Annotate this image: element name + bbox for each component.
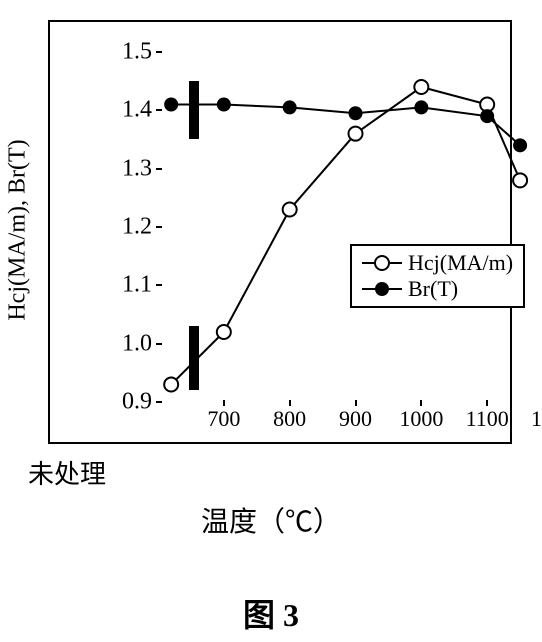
legend-label: Hcj(MA/m) (408, 250, 513, 276)
figure-container: 0.9 1.0 1.1 1.2 1.3 1.4 1.5 700800900100011001… (0, 0, 542, 642)
y-tick-label: 1.3 (102, 155, 152, 182)
y-tick-label: 1.1 (102, 272, 152, 299)
data-point-Hcj (513, 173, 527, 187)
x-tick-label: 1000 (391, 406, 451, 432)
data-point-Br (283, 100, 297, 114)
y-tick-label: 1.5 (102, 39, 152, 66)
y-tick-label: 1.2 (102, 214, 152, 241)
figure-caption: 图 3 (0, 590, 542, 636)
data-point-Br (414, 100, 428, 114)
error-bar (189, 326, 199, 390)
data-point-Br (349, 106, 363, 120)
plot-svg (158, 52, 542, 402)
data-point-Br (480, 109, 494, 123)
data-point-Hcj (349, 127, 363, 141)
y-tick-label: 0.9 (102, 389, 152, 416)
legend-label: Br(T) (408, 276, 458, 302)
x-tick-label: 1200 (523, 406, 542, 432)
y-axis-label: Hcj(MA/m), Br(T) (5, 139, 32, 320)
data-point-Br (164, 98, 178, 112)
data-point-Br (217, 98, 231, 112)
x-tick-label: 800 (260, 406, 320, 432)
error-bar (189, 81, 199, 139)
open-circle-marker-icon (362, 253, 402, 273)
plot-area (158, 52, 542, 402)
x-axis-label: 温度（℃） (0, 500, 542, 540)
filled-circle-marker-icon (362, 279, 402, 299)
x-tick-label: 1100 (457, 406, 517, 432)
legend-item-hcj: Hcj(MA/m) (362, 250, 513, 276)
legend-item-br: Br(T) (362, 276, 513, 302)
y-tick-label: 1.0 (102, 330, 152, 357)
chart-frame: 0.91.01.11.21.31.41.5 700800900100011001… (48, 20, 512, 444)
data-point-Hcj (283, 203, 297, 217)
y-tick-label: 1.4 (102, 97, 152, 124)
data-point-Hcj (414, 80, 428, 94)
legend: Hcj(MA/m) Br(T) (350, 244, 525, 308)
data-point-Hcj (164, 378, 178, 392)
data-point-Hcj (217, 325, 231, 339)
data-point-Br (513, 138, 527, 152)
x-tick-label: 900 (326, 406, 386, 432)
x-tick-label: 700 (194, 406, 254, 432)
untreated-label: 未处理 (28, 454, 106, 491)
